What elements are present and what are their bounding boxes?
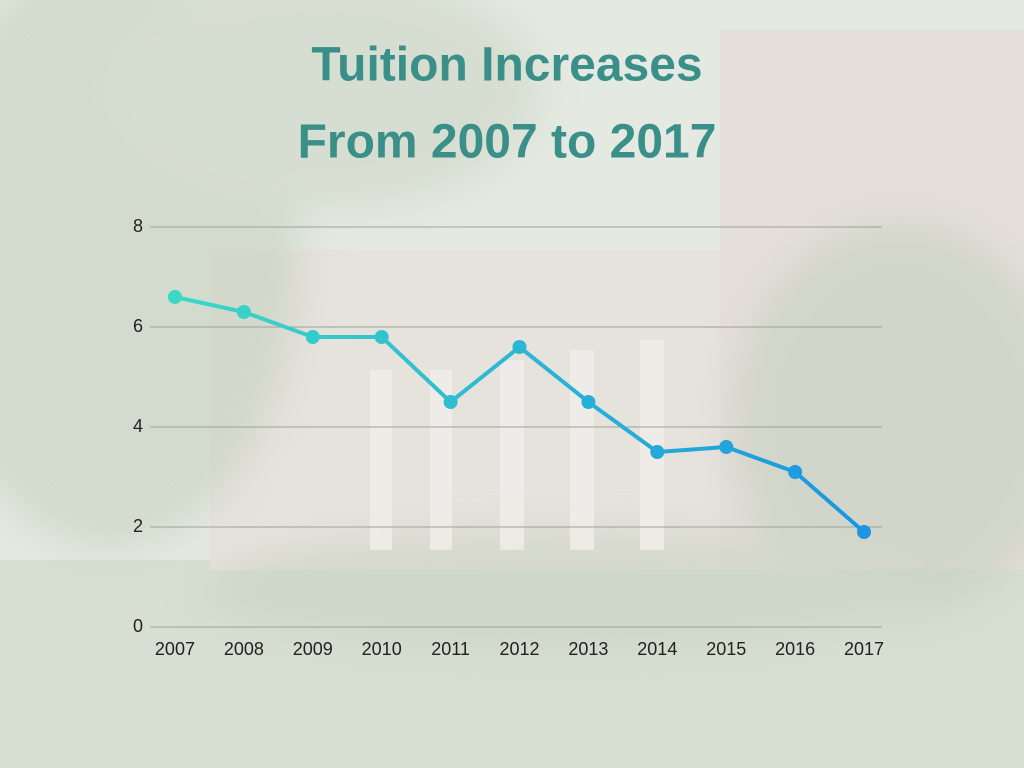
- x-tick-label: 2014: [637, 639, 677, 659]
- y-tick-label: 6: [133, 316, 143, 336]
- y-tick-label: 0: [133, 616, 143, 636]
- data-point: [650, 445, 665, 459]
- data-point: [788, 465, 803, 479]
- x-tick-label: 2009: [293, 639, 333, 659]
- x-tick-label: 2016: [775, 639, 815, 659]
- data-point: [857, 525, 872, 539]
- x-tick-label: 2011: [431, 639, 470, 659]
- data-point: [443, 395, 458, 409]
- data-point: [305, 330, 320, 344]
- data-point: [167, 290, 182, 304]
- data-point: [512, 340, 527, 354]
- x-tick-label: 2008: [224, 639, 264, 659]
- chart-title: Tuition Increases: [311, 39, 702, 92]
- x-tick-label: 2010: [362, 639, 402, 659]
- chart-title: From 2007 to 2017: [298, 116, 717, 169]
- x-tick-label: 2015: [706, 639, 746, 659]
- data-point: [719, 440, 734, 454]
- x-tick-label: 2013: [568, 639, 608, 659]
- data-point: [581, 395, 596, 409]
- data-point: [236, 305, 251, 319]
- x-tick-label: 2012: [499, 639, 539, 659]
- y-tick-label: 8: [133, 216, 143, 236]
- x-tick-label: 2017: [844, 639, 884, 659]
- y-tick-label: 2: [133, 516, 143, 536]
- data-point: [374, 330, 389, 344]
- x-tick-label: 2007: [155, 639, 195, 659]
- y-tick-label: 4: [133, 416, 143, 436]
